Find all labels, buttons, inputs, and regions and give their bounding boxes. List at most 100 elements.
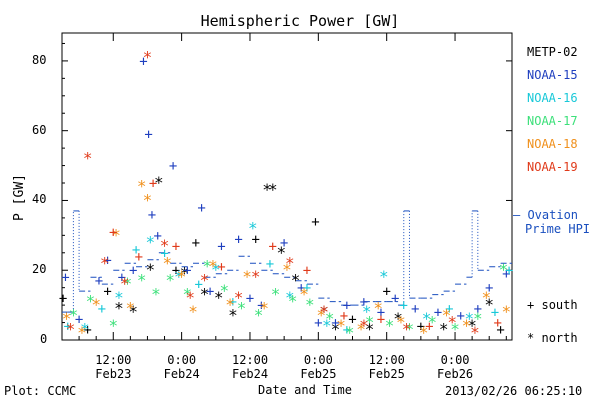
point-noaa-19: * bbox=[66, 320, 76, 339]
point-metp-02: + bbox=[348, 312, 356, 328]
point-noaa-19: + bbox=[109, 225, 117, 241]
legend-item-noaa-19: NOAA-19 bbox=[527, 160, 578, 174]
x-tick-label-1-line1: 0:00 bbox=[167, 353, 197, 367]
point-noaa-16: * bbox=[285, 288, 295, 307]
x-tick-label-2-line2: Feb24 bbox=[231, 367, 269, 381]
point-noaa-17: * bbox=[365, 313, 375, 332]
point-noaa-17: * bbox=[288, 292, 298, 311]
point-noaa-16: + bbox=[491, 305, 499, 321]
point-noaa-16: * bbox=[114, 288, 124, 307]
point-noaa-19: * bbox=[200, 271, 210, 290]
x-tick-label-5-line2: Feb26 bbox=[437, 367, 474, 381]
point-noaa-15: + bbox=[103, 253, 111, 269]
point-noaa-19: + bbox=[303, 263, 311, 279]
point-noaa-15: + bbox=[169, 159, 177, 175]
timestamp: 2013/02/26 06:25:10 bbox=[445, 384, 583, 398]
x-tick-label-5-line1: 0:00 bbox=[440, 353, 470, 367]
x-tick-label-2-line1: 12:00 bbox=[231, 353, 269, 367]
point-noaa-15: + bbox=[343, 298, 351, 314]
point-noaa-18: * bbox=[208, 257, 218, 276]
point-noaa-17: * bbox=[254, 306, 264, 325]
plus-symbol: + bbox=[527, 298, 535, 312]
point-noaa-18: * bbox=[137, 177, 147, 196]
plot-area bbox=[61, 32, 513, 341]
point-noaa-16: * bbox=[362, 302, 372, 321]
point-metp-02: * bbox=[114, 299, 124, 318]
point-noaa-15: + bbox=[280, 235, 288, 251]
point-noaa-16: + bbox=[266, 256, 274, 272]
chart-title: Hemispheric Power [GW] bbox=[200, 12, 400, 30]
point-noaa-15: + bbox=[139, 54, 147, 70]
point-metp-02: + bbox=[59, 291, 67, 307]
point-metp-02: + bbox=[103, 284, 111, 300]
point-noaa-16: * bbox=[174, 267, 184, 286]
point-noaa-17: * bbox=[499, 260, 509, 279]
point-noaa-18: * bbox=[188, 302, 198, 321]
point-noaa-17: * bbox=[450, 320, 460, 339]
point-noaa-15: + bbox=[502, 267, 510, 283]
point-noaa-18: * bbox=[143, 190, 153, 209]
x-tick-label-3-line1: 0:00 bbox=[303, 353, 333, 367]
point-noaa-15: + bbox=[148, 207, 156, 223]
point-noaa-16: + bbox=[343, 323, 351, 339]
point-noaa-15: + bbox=[246, 291, 254, 307]
point-metp-02: * bbox=[291, 271, 301, 290]
point-metp-02: * bbox=[365, 320, 375, 339]
point-metp-02: * bbox=[439, 320, 449, 339]
point-metp-02: + bbox=[382, 284, 390, 300]
point-noaa-15: + bbox=[331, 316, 339, 332]
north-label: north bbox=[541, 331, 578, 345]
x-tick-label-1-line2: Feb24 bbox=[163, 367, 200, 381]
point-noaa-17: * bbox=[427, 313, 437, 332]
asterisk-symbol: * bbox=[527, 331, 535, 345]
point-noaa-18: * bbox=[126, 299, 136, 318]
point-noaa-19: + bbox=[340, 309, 348, 325]
point-metp-02: * bbox=[128, 302, 138, 321]
point-noaa-18: * bbox=[77, 323, 87, 342]
point-noaa-19: + bbox=[494, 316, 502, 332]
point-noaa-19: * bbox=[359, 316, 369, 335]
point-noaa-19: * bbox=[319, 302, 329, 321]
point-noaa-19: + bbox=[269, 239, 277, 255]
point-noaa-18: * bbox=[111, 225, 121, 244]
y-tick-label-3: 60 bbox=[32, 122, 47, 137]
ovation-label-line1: – Ovation bbox=[513, 208, 579, 222]
point-metp-02: + bbox=[251, 232, 259, 248]
point-noaa-18: * bbox=[163, 253, 173, 272]
legend-item-noaa-18: NOAA-18 bbox=[527, 137, 578, 151]
point-noaa-18: * bbox=[282, 260, 292, 279]
x-tick-label-3-line2: Feb25 bbox=[300, 367, 337, 381]
point-noaa-17: * bbox=[202, 257, 212, 276]
legend-item-noaa-15: NOAA-15 bbox=[527, 68, 578, 82]
point-noaa-17: * bbox=[137, 271, 147, 290]
point-noaa-19: * bbox=[470, 323, 480, 342]
point-metp-02: * bbox=[484, 295, 494, 314]
y-tick-label-2: 40 bbox=[32, 192, 47, 207]
point-noaa-15: + bbox=[95, 274, 103, 290]
point-metp-02: * bbox=[200, 285, 210, 304]
legend-marker-north: * north bbox=[527, 331, 578, 345]
point-noaa-18: * bbox=[177, 267, 187, 286]
point-noaa-15: + bbox=[197, 200, 205, 216]
point-noaa-15: + bbox=[485, 281, 493, 297]
point-noaa-17: * bbox=[325, 309, 335, 328]
point-noaa-18: * bbox=[62, 309, 72, 328]
point-noaa-17: * bbox=[405, 320, 415, 339]
point-noaa-18: * bbox=[419, 323, 429, 342]
point-noaa-16: * bbox=[322, 316, 332, 335]
point-noaa-18: * bbox=[462, 316, 472, 335]
point-noaa-17: * bbox=[182, 285, 192, 304]
point-noaa-19: * bbox=[100, 253, 110, 272]
point-metp-02: + bbox=[311, 214, 319, 230]
point-metp-02: * bbox=[319, 302, 329, 321]
point-metp-02: * bbox=[145, 260, 155, 279]
scatter-points: +++* ***+ *+* **+****+** + *+* + * **++++++ +++++… bbox=[59, 47, 513, 342]
point-noaa-15: + bbox=[234, 232, 242, 248]
point-noaa-16: + bbox=[132, 242, 140, 258]
point-noaa-19: * bbox=[447, 313, 457, 332]
point-noaa-15: + bbox=[129, 263, 137, 279]
ovation-label-line2: Prime HPI bbox=[525, 222, 591, 236]
legend-item-noaa-16: NOAA-16 bbox=[527, 91, 578, 105]
x-tick-label-4-line1: 12:00 bbox=[368, 353, 405, 367]
